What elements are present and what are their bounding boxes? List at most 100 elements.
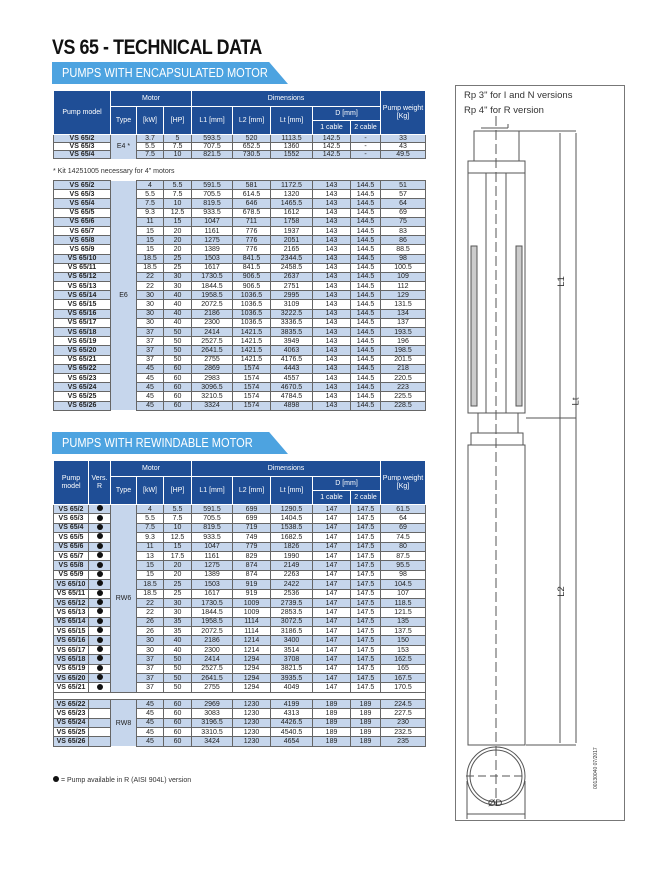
cell-value: 147 (312, 522, 352, 534)
cell-value: 60 (162, 708, 193, 719)
cell-value: 2422 (270, 579, 314, 590)
cell-value: 218 (380, 363, 426, 374)
cell-value: 147 (312, 579, 352, 590)
cell-value: 1990 (270, 550, 314, 562)
cell-value: 189 (350, 698, 382, 710)
cell-value: 143 (312, 317, 351, 329)
cell-value: 167.5 (380, 673, 427, 684)
cell-value: 3083 (191, 708, 234, 719)
cell-model: VS 65/2 (53, 134, 111, 143)
cell-value: 652.5 (232, 142, 272, 151)
cell-value: 10 (162, 150, 193, 159)
cell-value: 591.5 (191, 179, 233, 191)
bullet-icon (96, 543, 103, 549)
header-hp: [HP] (162, 106, 193, 135)
table-row: VS 65/18 37 50 2414 1421.5 3835.5 143 144.5 193.… (53, 326, 426, 338)
cell-value: 1230 (232, 698, 272, 710)
cell-value: 50 (162, 654, 193, 665)
cell-model: VS 65/4 (53, 522, 89, 534)
cell-value: 2300 (191, 317, 233, 329)
cell-value: 143 (312, 290, 351, 301)
cell-value: 147 (312, 541, 352, 552)
cell-value: 69 (380, 207, 426, 218)
cell-model: VS 65/23 (53, 372, 111, 384)
cell-value: 841.5 (232, 262, 271, 273)
cell-value: 2527.5 (191, 663, 234, 675)
page-title: VS 65 - TECHNICAL DATA (52, 36, 262, 59)
cell-value: 711 (232, 216, 271, 227)
cell-model: VS 65/15 (53, 299, 111, 310)
cell-value: 2072.5 (191, 299, 233, 310)
cell-value: 1047 (191, 541, 234, 552)
rewindable-table: Pump model Vers. R Motor Dimensions Pump wei… (52, 460, 427, 747)
cell-vers-r (88, 635, 111, 646)
cell-value: 50 (162, 673, 193, 684)
cell-value: 1421.5 (232, 326, 271, 338)
cell-value: 143 (312, 345, 351, 356)
cell-value: 228.5 (380, 400, 426, 411)
table-row: VS 65/13 22 30 1844.5 906.5 2751 143 144.5 112 (53, 281, 426, 292)
label-rp3: Rp 3" for I and N versions (464, 90, 573, 101)
cell-value: 1730.5 (191, 597, 234, 609)
cell-value: 189 (350, 708, 382, 719)
cell-model: VS 65/8 (53, 235, 111, 246)
cell-value: 80 (380, 541, 427, 552)
cell-value: 1275 (191, 560, 234, 571)
cell-value: 1503 (191, 579, 234, 590)
cell-value: 144.5 (350, 326, 381, 338)
cell-vers-r (88, 579, 111, 590)
drawing-code: 00130040 07/2017 (593, 747, 599, 789)
cell-value: 2641.5 (191, 345, 233, 356)
cell-value: 614.5 (232, 189, 271, 200)
cell-value: 12.5 (163, 207, 192, 218)
cell-value: 874 (232, 560, 272, 571)
cell-value: 1161 (191, 225, 233, 237)
bullet-icon (96, 580, 103, 587)
table-row: VS 65/4 7.5 10 821.5 730.5 1552 142.5-49.5 (53, 150, 427, 159)
cell-value: 4 (136, 179, 164, 191)
cell-value: 220.5 (380, 372, 426, 384)
cell-value: 25 (163, 262, 192, 273)
cell-value: 147 (312, 626, 352, 637)
cell-value: 50 (162, 663, 193, 675)
cell-value: 50 (163, 336, 192, 347)
cell-value: 829 (232, 550, 272, 562)
cell-model: VS 65/16 (53, 635, 89, 646)
cell-value: 43 (380, 142, 427, 151)
cell-value: 144.5 (350, 308, 381, 319)
cell-value: 147.5 (350, 654, 382, 665)
cell-value: 196 (380, 336, 426, 347)
cell-value: 144.5 (350, 345, 381, 356)
cell-value: 232.5 (380, 726, 427, 738)
bullet-icon (96, 637, 103, 643)
cell-value: 3835.5 (270, 326, 313, 338)
cell-value: 3.7 (136, 134, 164, 143)
cell-value: 3072.5 (270, 616, 314, 628)
cell-value: 4 (136, 503, 164, 515)
cell-value: 2527.5 (191, 336, 233, 347)
cell-value: 33 (380, 134, 427, 143)
table-row: VS 65/4 7.5 10 819.5 719 1538.5 147 147.5 69 (53, 522, 427, 534)
label-rp4: Rp 4" for R version (464, 105, 544, 116)
cell-value: 2072.5 (191, 626, 234, 637)
cell-value: 144.5 (350, 400, 381, 411)
cell-value: 11 (136, 541, 164, 552)
cell-value: 4670.5 (270, 382, 313, 393)
cell-value: 50 (163, 345, 192, 356)
bullet-icon (96, 571, 103, 577)
cell-model: VS 65/2 (53, 179, 111, 191)
cell-value: 20 (162, 560, 193, 571)
cell-value: 147 (312, 616, 352, 628)
cell-value: 100.5 (380, 262, 426, 273)
cell-value: 7.5 (136, 150, 164, 159)
table-row: VS 65/2 E4 * 3.7 5 593.5 520 1113.5 142.5-33 (53, 134, 427, 159)
cell-value: 7.5 (162, 142, 193, 151)
cell-value: 15 (136, 560, 164, 571)
cell-value: 819.5 (191, 198, 233, 209)
cell-value: 1538.5 (270, 522, 314, 534)
cell-value: 144.5 (350, 363, 381, 374)
cell-value: 20 (163, 235, 192, 246)
cell-vers-r (88, 503, 111, 515)
cell-value: 25 (163, 253, 192, 264)
cell-value: 147.5 (350, 588, 382, 599)
